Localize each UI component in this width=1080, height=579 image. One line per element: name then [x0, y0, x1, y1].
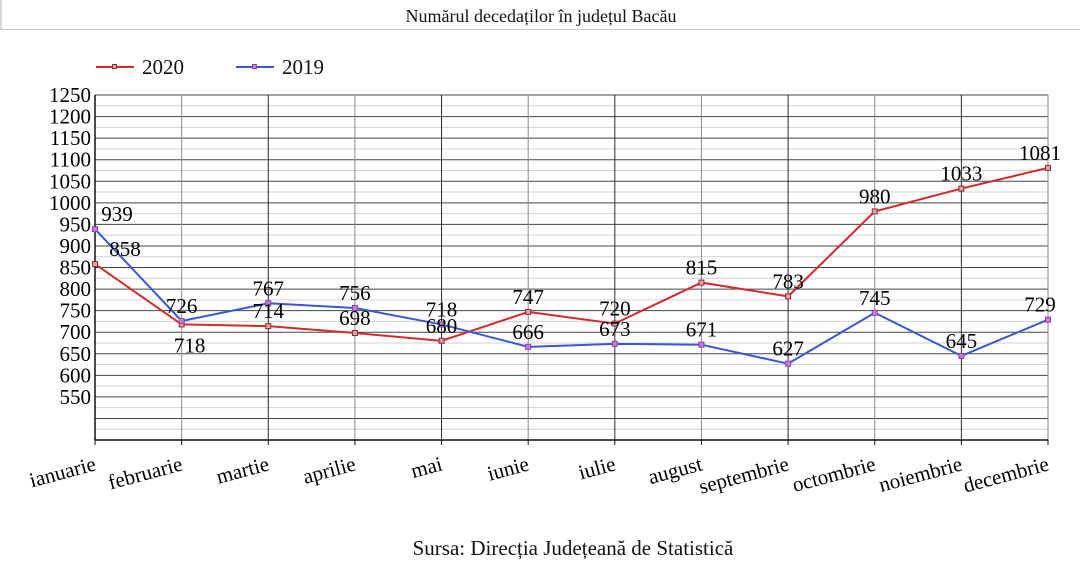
y-tick-label: 950	[60, 212, 92, 236]
data-point-2020	[1045, 164, 1051, 171]
data-label-2019: 718	[426, 297, 458, 321]
data-label-2019: 627	[772, 337, 804, 361]
y-tick-label: 900	[60, 234, 92, 258]
y-tick-label: 850	[60, 256, 92, 280]
x-tick-label: februarie	[106, 452, 185, 495]
data-label-2020: 698	[339, 306, 371, 330]
y-tick-label: 1150	[50, 126, 91, 150]
data-label-2019: 939	[101, 202, 133, 226]
data-point-2020	[698, 279, 705, 286]
data-point-2020	[265, 323, 272, 330]
y-tick-label: 1250	[49, 83, 91, 107]
x-tick-label: aprilie	[300, 452, 358, 489]
legend-label-2019: 2019	[282, 54, 324, 79]
data-label-2020: 680	[426, 314, 458, 338]
data-label-2019: 729	[1024, 293, 1056, 317]
data-label-2020: 815	[686, 256, 718, 280]
data-point-2020	[958, 185, 965, 192]
x-tick-label: octombrie	[790, 452, 878, 497]
source-note: Sursa: Direcția Județeană de Statistică	[412, 536, 734, 560]
data-label-2019: 645	[946, 329, 978, 353]
data-label-2020: 858	[109, 237, 141, 261]
data-point-2020	[525, 308, 532, 315]
y-tick-label: 1050	[49, 169, 91, 193]
legend: 2020 2019	[96, 54, 376, 80]
x-tick-label: noiembrie	[876, 452, 964, 497]
data-point-2019	[611, 340, 618, 347]
data-point-2019	[698, 341, 705, 348]
data-point-2020	[871, 208, 878, 215]
data-point-2020	[785, 293, 792, 300]
x-tick-label: august	[646, 452, 705, 489]
data-label-2019: 726	[166, 294, 198, 318]
data-point-2019	[1045, 316, 1051, 323]
y-tick-label: 750	[60, 299, 92, 323]
data-label-2020: 718	[174, 333, 206, 357]
x-tick-label: mai	[408, 452, 445, 483]
data-point-2019	[871, 309, 878, 316]
data-point-2019	[785, 360, 792, 367]
y-tick-label: 800	[60, 277, 92, 301]
data-point-2020	[92, 261, 98, 268]
y-tick-label: 600	[60, 363, 92, 387]
series-line-2020	[94, 166, 1049, 342]
data-label-2020: 1081	[1019, 141, 1061, 165]
y-tick-label: 1200	[49, 105, 91, 129]
y-tick-label: 650	[60, 342, 92, 366]
data-point-2020	[438, 337, 445, 344]
data-point-2019	[351, 305, 358, 312]
data-label-2020: 714	[253, 299, 285, 323]
data-point-2019	[178, 317, 185, 324]
x-tick-label: iulie	[576, 452, 618, 485]
data-label-2020: 747	[512, 285, 544, 309]
series-line-2019	[94, 228, 1049, 365]
legend-swatch-2020	[96, 62, 134, 72]
data-label-2019: 673	[599, 317, 631, 341]
y-tick-label: 1100	[50, 148, 91, 172]
data-point-2019	[438, 321, 445, 328]
data-label-2020: 720	[599, 297, 631, 321]
data-point-2019	[265, 300, 272, 307]
data-point-2019	[92, 226, 98, 233]
legend-item-2019: 2019	[236, 55, 324, 80]
data-point-2020	[611, 320, 618, 327]
y-tick-label: 1000	[49, 191, 91, 215]
x-tick-label: iunie	[485, 452, 532, 486]
x-tick-label: decembrie	[961, 452, 1052, 498]
legend-label-2020: 2020	[142, 54, 184, 79]
legend-item-2020: 2020	[96, 55, 184, 80]
data-label-2019: 745	[859, 286, 891, 310]
data-point-2019	[958, 352, 965, 359]
data-label-2019: 671	[686, 318, 718, 342]
data-label-2019: 666	[512, 320, 544, 344]
data-label-2020: 783	[772, 269, 804, 293]
x-tick-label: ianuarie	[27, 452, 99, 493]
legend-swatch-2019	[236, 62, 274, 72]
data-label-2019: 756	[339, 281, 371, 305]
x-tick-label: martie	[214, 452, 272, 489]
data-point-2019	[525, 343, 532, 350]
data-label-2019: 767	[253, 276, 285, 300]
data-label-2020: 1033	[940, 162, 982, 186]
data-point-2020	[351, 330, 358, 337]
y-tick-label: 550	[60, 385, 92, 409]
y-tick-label: 700	[60, 320, 92, 344]
x-tick-label: septembrie	[696, 452, 791, 499]
chart-title: Numărul decedaților în județul Bacău	[0, 0, 1080, 30]
data-label-2020: 980	[859, 184, 891, 208]
